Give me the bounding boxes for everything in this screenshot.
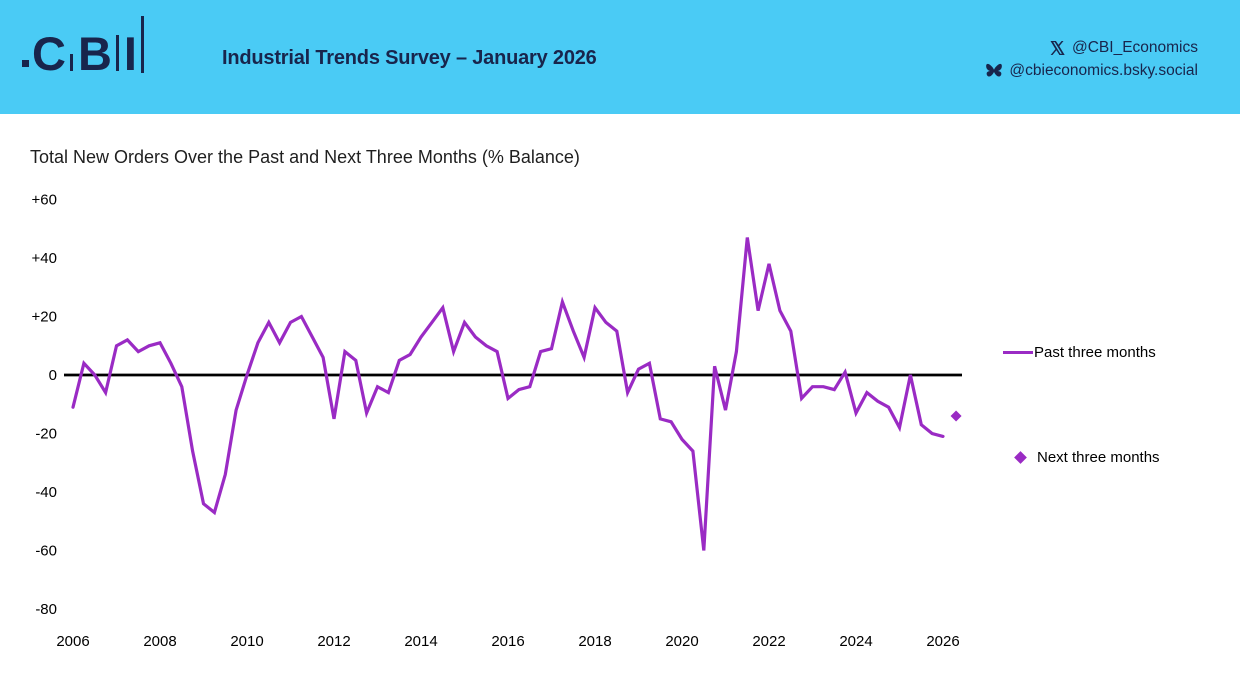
x-axis-tick-label: 2022 bbox=[752, 633, 785, 650]
social-handles: @CBI_Economics @cbieconomics.bsky.social bbox=[985, 36, 1198, 82]
y-axis-tick-label: 0 bbox=[49, 367, 57, 384]
next-three-months-diamond bbox=[950, 410, 962, 422]
logo-bar-icon bbox=[69, 54, 73, 71]
x-axis-tick-label: 2014 bbox=[404, 633, 437, 650]
bluesky-row: @cbieconomics.bsky.social bbox=[985, 59, 1198, 82]
legend-item-next-three-months: Next three months bbox=[1014, 449, 1160, 466]
y-axis-tick-label: -20 bbox=[35, 426, 57, 443]
x-axis-tick-label: 2012 bbox=[317, 633, 350, 650]
butterfly-icon bbox=[986, 63, 1003, 77]
x-axis-tick-label: 2016 bbox=[491, 633, 524, 650]
chart-title: Total New Orders Over the Past and Next … bbox=[30, 147, 580, 167]
y-axis-tick-label: -40 bbox=[35, 484, 57, 501]
x-axis-tick-label: 2010 bbox=[230, 633, 263, 650]
x-axis-tick-label: 2008 bbox=[143, 633, 176, 650]
logo-bar-icon bbox=[115, 35, 119, 71]
legend-item-past-three-months: Past three months bbox=[1003, 344, 1156, 361]
logo-letter-i: I bbox=[123, 27, 137, 81]
diamond-swatch-icon bbox=[1014, 451, 1027, 464]
y-axis-tick-label: +20 bbox=[32, 309, 57, 326]
x-axis-tick-label: 2006 bbox=[56, 633, 89, 650]
x-axis-tick-label: 2018 bbox=[578, 633, 611, 650]
bluesky-handle: @cbieconomics.bsky.social bbox=[1009, 61, 1198, 79]
logo-dot bbox=[22, 60, 29, 67]
past-three-months-line bbox=[71, 237, 945, 551]
y-axis-tick-label: -60 bbox=[35, 543, 57, 560]
y-axis-tick-label: +40 bbox=[32, 250, 57, 267]
x-axis-tick-label: 2026 bbox=[926, 633, 959, 650]
legend-label: Next three months bbox=[1037, 449, 1160, 466]
logo-bar-icon bbox=[140, 16, 144, 73]
twitter-row: @CBI_Economics bbox=[985, 36, 1198, 59]
line-swatch-icon bbox=[1003, 351, 1033, 354]
cbi-logo: C B I bbox=[22, 16, 149, 81]
y-axis-tick-label: -80 bbox=[35, 601, 57, 618]
report-title: Industrial Trends Survey – January 2026 bbox=[222, 47, 597, 69]
x-axis-tick-label: 2020 bbox=[665, 633, 698, 650]
logo-letter-c: C bbox=[32, 27, 66, 81]
header-banner: C B I Industrial Trends Survey – January… bbox=[0, 0, 1240, 114]
logo-letter-b: B bbox=[77, 27, 112, 81]
twitter-handle: @CBI_Economics bbox=[1072, 38, 1198, 56]
y-axis-tick-label: +60 bbox=[32, 192, 57, 209]
legend-label: Past three months bbox=[1034, 344, 1156, 361]
x-axis-tick-label: 2024 bbox=[839, 633, 872, 650]
x-logo-icon bbox=[1050, 40, 1065, 55]
